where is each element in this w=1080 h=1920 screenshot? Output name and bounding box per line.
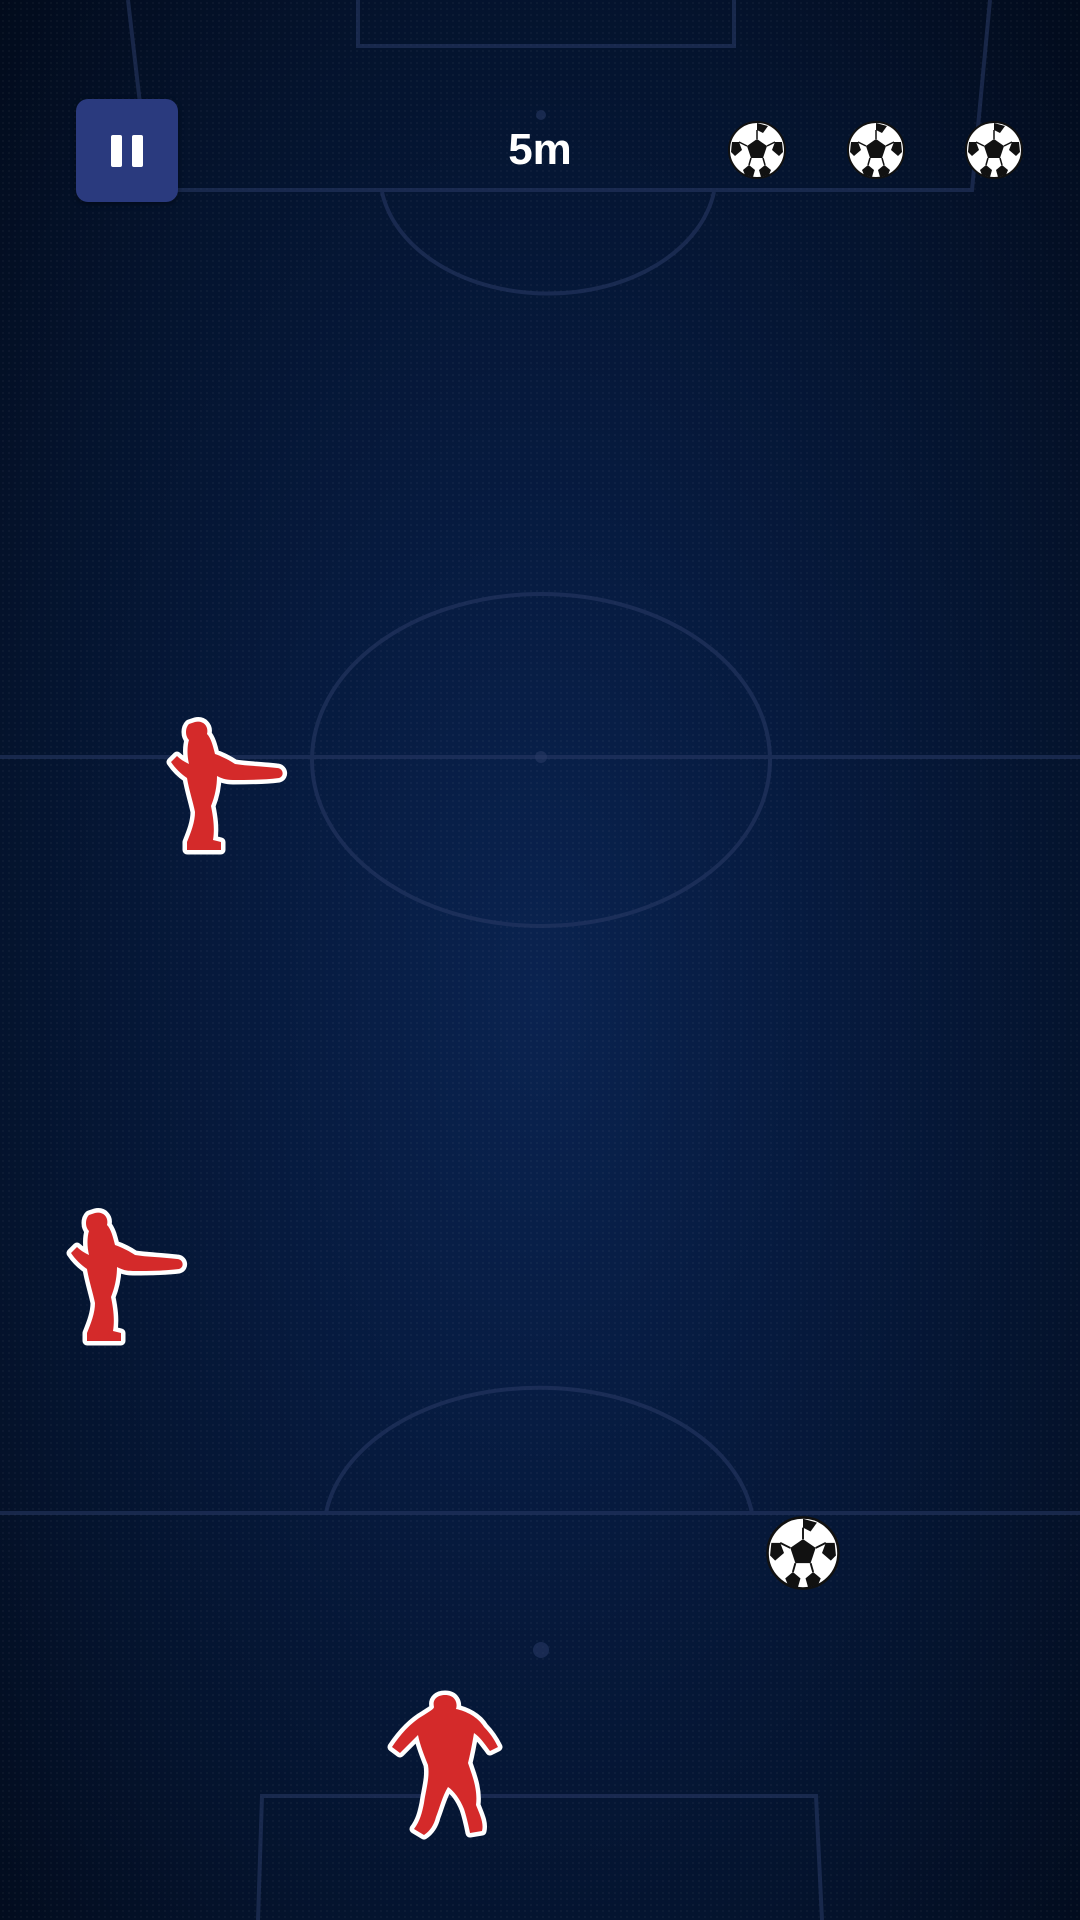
soccer-ball-icon [846, 120, 906, 180]
top-penalty-arc [380, 191, 716, 296]
soccer-ball-icon [964, 120, 1024, 180]
bottom-goal-box [256, 1794, 824, 1920]
top-penalty-box [126, 0, 992, 192]
distance-counter: 5m [508, 125, 572, 174]
top-penalty-spot [536, 110, 546, 120]
penalty-spot [533, 1642, 549, 1658]
soccer-ball-icon [727, 120, 787, 180]
soccer-ball[interactable] [765, 1515, 841, 1591]
player-character[interactable] [380, 1689, 510, 1841]
pause-icon [106, 134, 148, 167]
pause-button[interactable] [76, 99, 178, 202]
bottom-penalty-arc [324, 1385, 754, 1514]
centre-circle [310, 592, 772, 928]
opponent-player [165, 716, 291, 856]
opponent-player [65, 1207, 191, 1347]
centre-spot [535, 751, 547, 763]
top-goal-box [356, 0, 736, 48]
